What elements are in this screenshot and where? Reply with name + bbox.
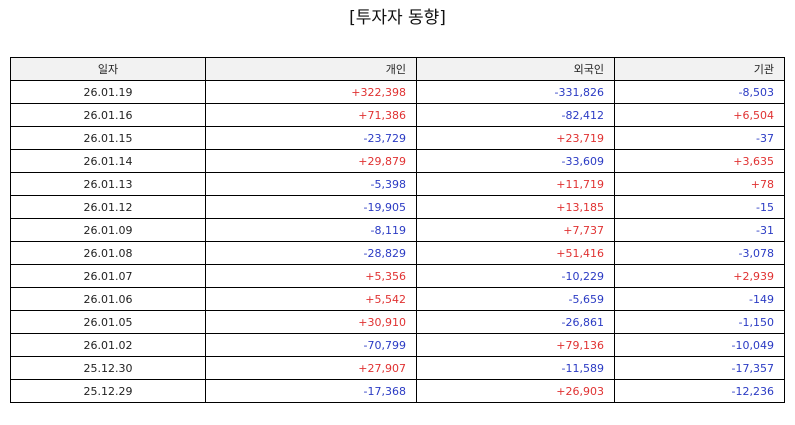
- header-foreign: 외국인: [416, 57, 615, 81]
- cell-foreign: -26,861: [416, 310, 615, 334]
- cell-institution: +3,635: [614, 149, 785, 173]
- cell-date: 26.01.09: [10, 218, 206, 242]
- cell-date: 26.01.05: [10, 310, 206, 334]
- cell-foreign: +7,737: [416, 218, 615, 242]
- cell-individual: +27,907: [205, 356, 417, 380]
- cell-date: 25.12.29: [10, 379, 206, 403]
- cell-institution: -3,078: [614, 241, 785, 265]
- cell-individual: -23,729: [205, 126, 417, 150]
- cell-individual: -17,368: [205, 379, 417, 403]
- cell-individual: +5,542: [205, 287, 417, 311]
- cell-individual: +29,879: [205, 149, 417, 173]
- cell-institution: +6,504: [614, 103, 785, 127]
- table-row: 25.12.29 -17,368 +26,903 -12,236: [10, 379, 785, 403]
- table-row: 26.01.05 +30,910 -26,861 -1,150: [10, 310, 785, 334]
- cell-individual: -5,398: [205, 172, 417, 196]
- table-row: 26.01.09 -8,119 +7,737 -31: [10, 218, 785, 242]
- cell-date: 26.01.16: [10, 103, 206, 127]
- cell-foreign: +11,719: [416, 172, 615, 196]
- cell-date: 26.01.02: [10, 333, 206, 357]
- table-row: 26.01.16 +71,386 -82,412 +6,504: [10, 103, 785, 127]
- table-row: 26.01.07 +5,356 -10,229 +2,939: [10, 264, 785, 288]
- cell-date: 26.01.14: [10, 149, 206, 173]
- cell-institution: -37: [614, 126, 785, 150]
- cell-date: 26.01.08: [10, 241, 206, 265]
- cell-foreign: -10,229: [416, 264, 615, 288]
- cell-date: 26.01.15: [10, 126, 206, 150]
- cell-date: 26.01.12: [10, 195, 206, 219]
- header-individual: 개인: [205, 57, 417, 81]
- cell-foreign: -331,826: [416, 80, 615, 104]
- cell-foreign: -82,412: [416, 103, 615, 127]
- cell-institution: -15: [614, 195, 785, 219]
- cell-date: 26.01.07: [10, 264, 206, 288]
- table-row: 26.01.02 -70,799 +79,136 -10,049: [10, 333, 785, 357]
- cell-institution: -31: [614, 218, 785, 242]
- table-row: 26.01.19 +322,398 -331,826 -8,503: [10, 80, 785, 104]
- table-row: 26.01.12 -19,905 +13,185 -15: [10, 195, 785, 219]
- cell-institution: +78: [614, 172, 785, 196]
- table-row: 26.01.14 +29,879 -33,609 +3,635: [10, 149, 785, 173]
- investor-trend-table: 일자 개인 외국인 기관 26.01.19 +322,398 -331,826 -8,…: [10, 57, 785, 403]
- cell-foreign: +23,719: [416, 126, 615, 150]
- table-row: 26.01.08 -28,829 +51,416 -3,078: [10, 241, 785, 265]
- cell-institution: -1,150: [614, 310, 785, 334]
- cell-foreign: +13,185: [416, 195, 615, 219]
- cell-institution: -12,236: [614, 379, 785, 403]
- page-title: [투자자 동향]: [349, 8, 446, 28]
- header-institution: 기관: [614, 57, 785, 81]
- cell-foreign: -5,659: [416, 287, 615, 311]
- table-row: 26.01.15 -23,729 +23,719 -37: [10, 126, 785, 150]
- table-header-row: 일자 개인 외국인 기관: [10, 57, 785, 81]
- cell-institution: -17,357: [614, 356, 785, 380]
- cell-date: 26.01.19: [10, 80, 206, 104]
- cell-foreign: -11,589: [416, 356, 615, 380]
- cell-foreign: +79,136: [416, 333, 615, 357]
- header-date: 일자: [10, 57, 206, 81]
- cell-date: 25.12.30: [10, 356, 206, 380]
- table-row: 25.12.30 +27,907 -11,589 -17,357: [10, 356, 785, 380]
- cell-foreign: +51,416: [416, 241, 615, 265]
- cell-date: 26.01.06: [10, 287, 206, 311]
- cell-institution: -149: [614, 287, 785, 311]
- cell-individual: -28,829: [205, 241, 417, 265]
- cell-individual: +30,910: [205, 310, 417, 334]
- cell-individual: -70,799: [205, 333, 417, 357]
- cell-foreign: +26,903: [416, 379, 615, 403]
- cell-institution: -10,049: [614, 333, 785, 357]
- cell-individual: -8,119: [205, 218, 417, 242]
- table-row: 26.01.06 +5,542 -5,659 -149: [10, 287, 785, 311]
- cell-individual: -19,905: [205, 195, 417, 219]
- cell-individual: +71,386: [205, 103, 417, 127]
- cell-institution: -8,503: [614, 80, 785, 104]
- cell-institution: +2,939: [614, 264, 785, 288]
- cell-individual: +5,356: [205, 264, 417, 288]
- cell-date: 26.01.13: [10, 172, 206, 196]
- cell-individual: +322,398: [205, 80, 417, 104]
- table-row: 26.01.13 -5,398 +11,719 +78: [10, 172, 785, 196]
- table-body: 26.01.19 +322,398 -331,826 -8,503 26.01.16 +7…: [10, 80, 785, 403]
- cell-foreign: -33,609: [416, 149, 615, 173]
